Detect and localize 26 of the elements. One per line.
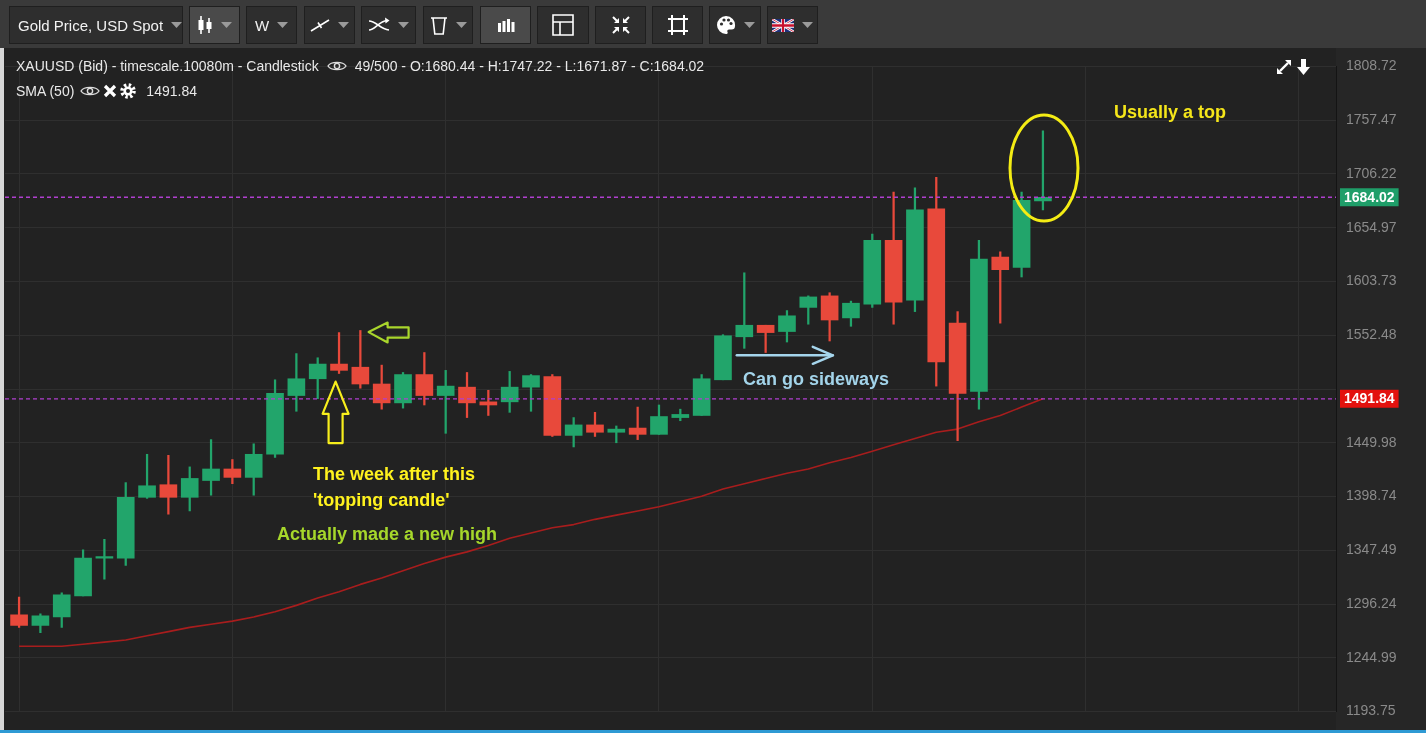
- y-tick-label: 1398.74: [1346, 487, 1397, 504]
- y-tick-label: 1654.97: [1346, 218, 1397, 235]
- dropdown-button: Gold Price, USD Spot: [9, 6, 183, 44]
- dropdown-button: W: [246, 6, 297, 44]
- y-tick-label: 1244.99: [1346, 648, 1397, 665]
- chart-title: XAUUSD (Bid) - timescale.10080m - Candlestick: [16, 58, 319, 74]
- y-tick-label: 1296.24: [1346, 594, 1397, 611]
- y-tick-label: 1347.49: [1346, 541, 1397, 558]
- text: Usually a top: [1114, 101, 1227, 122]
- annotation: Actually made a new high: [277, 523, 498, 544]
- y-tick-label: 1757.47: [1346, 111, 1397, 128]
- ref-line-label: 1684.02: [1344, 188, 1395, 205]
- y-tick-label: 1808.72: [1346, 57, 1397, 74]
- annotation: Can go sideways: [743, 368, 890, 389]
- candlestick: [159, 455, 178, 515]
- annotation: SMA (50): [16, 83, 75, 99]
- y-tick-label: 1552.48: [1346, 326, 1397, 343]
- y-tick-label: 1193.75: [1346, 702, 1396, 719]
- y-tick-label: 1603.73: [1346, 272, 1397, 289]
- y-tick-label: 1706.22: [1346, 164, 1397, 181]
- ref-line-label: 1491.84: [1344, 390, 1395, 407]
- annotation: The week after this 'topping candle': [313, 464, 476, 511]
- annotation: 1491.84: [146, 83, 197, 99]
- chart-subtitle: 49/500 - O:1680.44 - H:1747.22 - L:1671.87 - C:1684.02: [354, 58, 705, 74]
- y-tick-label: 1449.98: [1346, 433, 1397, 450]
- candlestick: [287, 353, 306, 412]
